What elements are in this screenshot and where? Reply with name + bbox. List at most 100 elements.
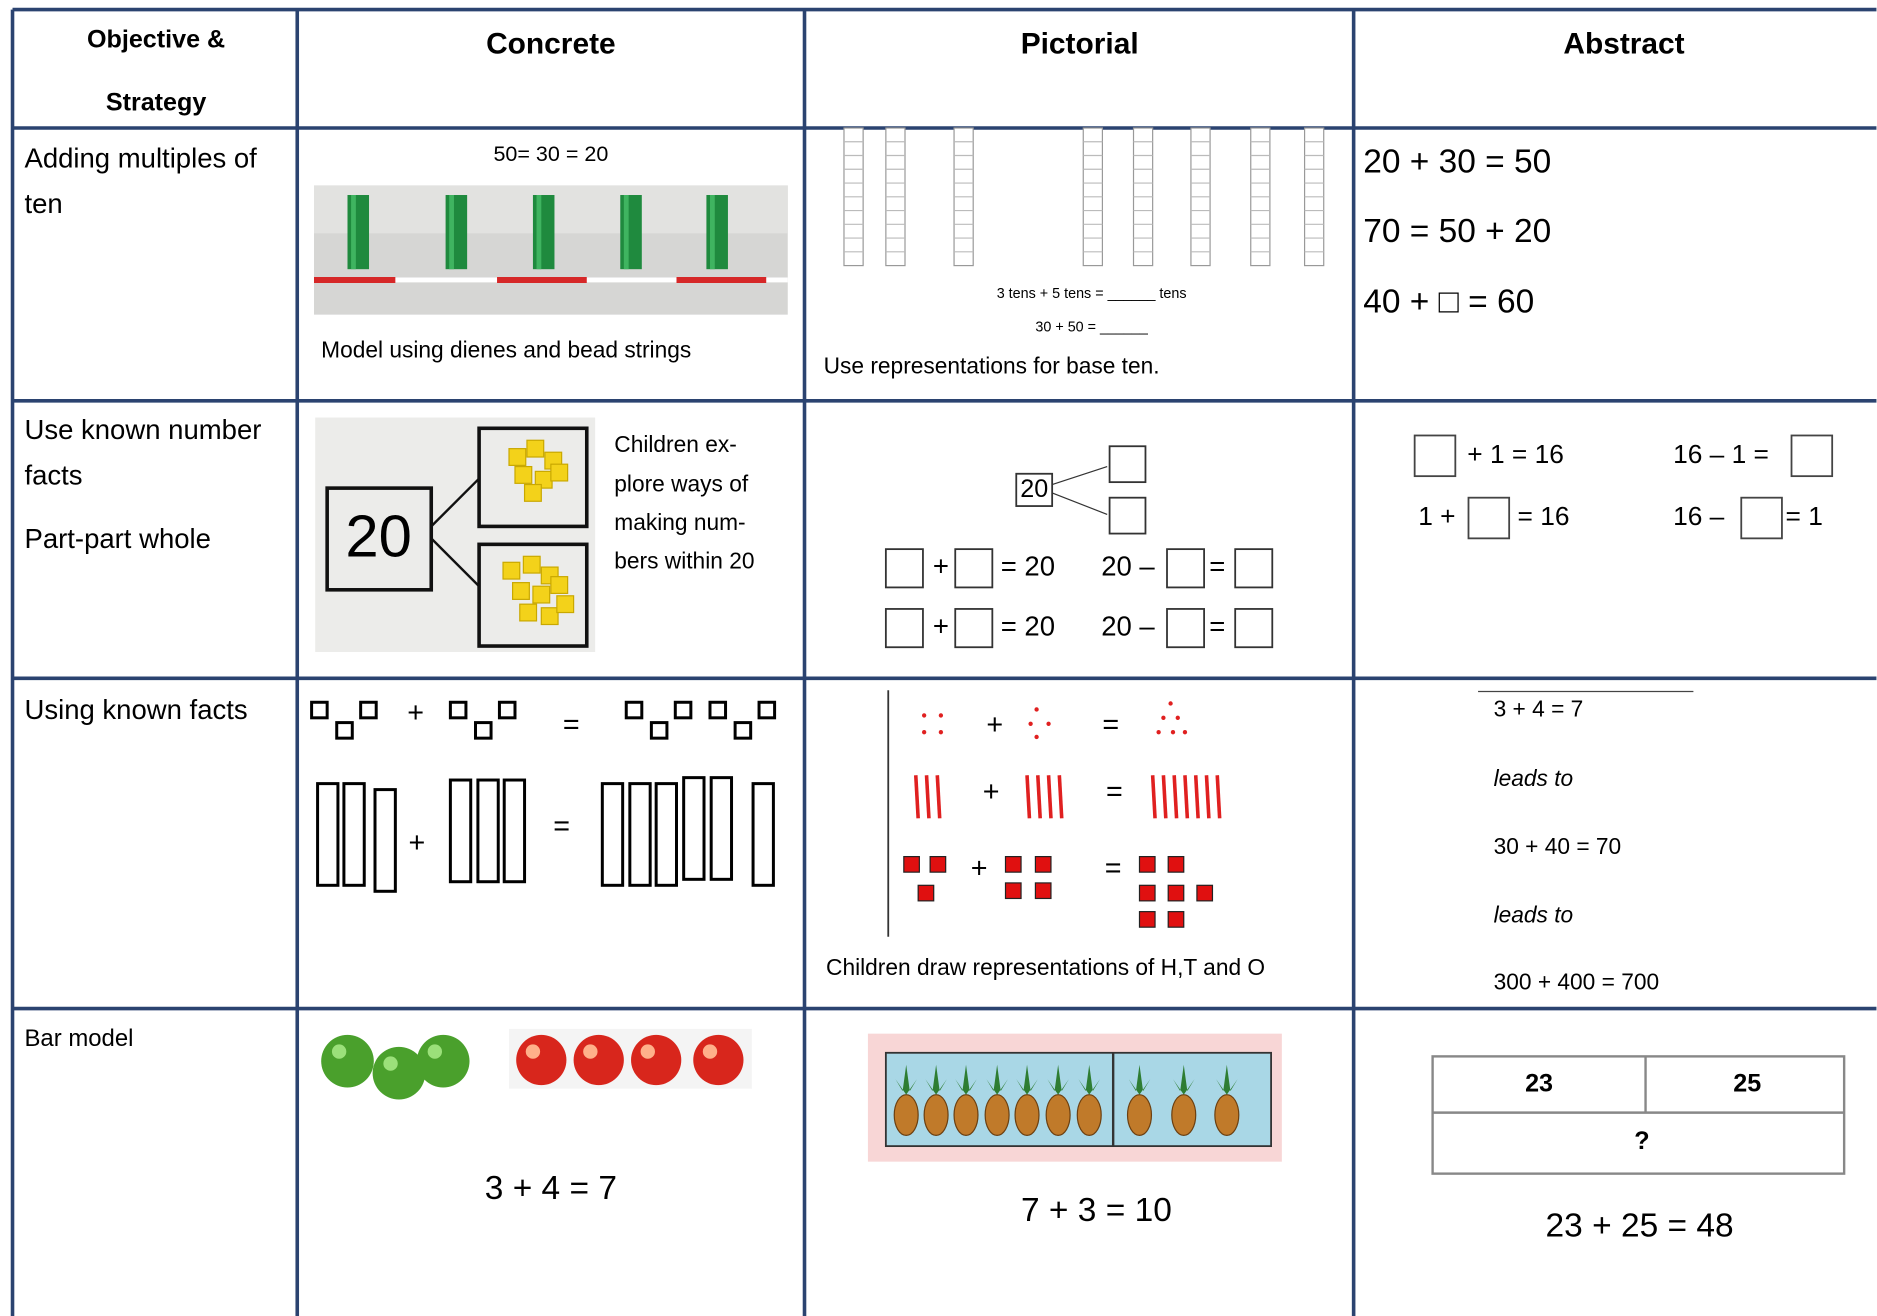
ten-rod: [502, 778, 527, 884]
equation-part: = 16: [1518, 501, 1570, 531]
unit-square: [474, 721, 493, 740]
operator: +: [409, 827, 426, 859]
unit-square: [733, 721, 753, 740]
red-square: [917, 884, 935, 902]
blank-box: [1166, 548, 1205, 589]
tally: [1183, 775, 1190, 819]
dienes-rod: [347, 195, 370, 270]
equation: 70 = 50 + 20: [1363, 213, 1551, 250]
header-cell: Pictorial: [1021, 27, 1139, 60]
blank-box: [1234, 608, 1274, 649]
cube: [523, 483, 542, 502]
apple: [416, 1034, 470, 1088]
dot: [1182, 730, 1188, 735]
dot: [921, 713, 927, 718]
pineapple-leaves: [955, 1064, 977, 1095]
branch: [1051, 466, 1108, 486]
image-text: 30 + 50 = ______: [1035, 320, 1148, 336]
dot: [1034, 707, 1039, 712]
part-box: [477, 542, 589, 648]
tally: [1025, 775, 1032, 819]
apple: [573, 1034, 624, 1086]
branch: [430, 477, 480, 528]
cube: [511, 582, 530, 600]
whole: 20: [1020, 475, 1048, 503]
equation: 3 + 4 = 7: [485, 1170, 617, 1207]
unit-square: [310, 700, 329, 720]
tally: [913, 775, 920, 819]
dot: [1175, 715, 1180, 720]
dot: [921, 730, 927, 735]
pineapple-leaves: [895, 1064, 917, 1095]
ten-rod: [751, 782, 775, 887]
dienes-rod: [620, 195, 642, 270]
caption: Model using dienes and bead strings: [321, 337, 691, 363]
branch: [430, 537, 480, 588]
ten-rod: [373, 788, 397, 893]
unit-square: [448, 700, 468, 720]
unit-square: [673, 700, 693, 720]
pineapple-leaves: [986, 1064, 1008, 1095]
rod-highlight: [449, 195, 454, 270]
apple-shine: [640, 1044, 655, 1059]
unit-square: [708, 700, 728, 720]
equation-part: 20 –: [1101, 610, 1155, 641]
pineapple: [984, 1094, 1010, 1136]
pineapple: [1076, 1094, 1102, 1136]
dot: [938, 730, 944, 735]
line-text: 30 + 40 = 70: [1494, 833, 1622, 859]
dot: [1170, 730, 1176, 735]
red-square: [1138, 911, 1156, 928]
caption: Children draw representations of H,T and…: [826, 954, 1265, 980]
pineapple: [1045, 1094, 1071, 1136]
ten-rod: [654, 782, 678, 887]
objective: facts: [24, 460, 82, 491]
equation: 50= 30 = 20: [493, 142, 608, 166]
unit-square: [649, 721, 669, 740]
pineapple: [923, 1094, 949, 1136]
whole-box: [1015, 472, 1054, 507]
ten-rod: [448, 778, 473, 884]
tally: [1193, 775, 1200, 819]
red-square: [1004, 855, 1022, 873]
equation-part: 16 –: [1673, 501, 1725, 531]
apple-shine: [427, 1044, 443, 1059]
blank-box: [954, 608, 994, 649]
equation-part: = 1: [1786, 501, 1823, 531]
apple-shine: [583, 1044, 598, 1059]
apple-shine: [525, 1044, 541, 1059]
blank-box: [1467, 496, 1511, 540]
equation: 40 + □ = 60: [1363, 284, 1534, 321]
tally: [1150, 775, 1157, 819]
dot: [1028, 721, 1033, 726]
blank-box: [1790, 434, 1834, 478]
red-square: [1034, 882, 1052, 900]
line-text: leads to: [1494, 765, 1574, 791]
strategy: Part-part whole: [24, 523, 210, 554]
rod-highlight: [709, 195, 715, 270]
bar-model: [1431, 1055, 1846, 1175]
tally: [1215, 775, 1222, 819]
branch: [1051, 492, 1108, 515]
pineapple-leaves: [1172, 1064, 1195, 1095]
tally: [1036, 775, 1042, 819]
objective: Use known number: [24, 414, 261, 445]
cube: [508, 448, 527, 466]
equation-part: =: [1209, 610, 1225, 641]
header-cell: Strategy: [106, 89, 207, 117]
tally: [1172, 775, 1179, 819]
pineapple: [1171, 1094, 1197, 1136]
pineapple-leaves: [1047, 1064, 1069, 1095]
dot: [938, 713, 944, 718]
equation-part: = 20: [1001, 551, 1055, 582]
dot: [1161, 715, 1166, 720]
rod-highlight: [351, 195, 356, 270]
pineapple: [1126, 1094, 1153, 1136]
caption: making num-: [614, 509, 745, 535]
unit-square: [359, 700, 378, 720]
red-square: [1034, 855, 1052, 873]
rod-highlight: [623, 195, 629, 270]
blank-box: [1166, 608, 1205, 649]
